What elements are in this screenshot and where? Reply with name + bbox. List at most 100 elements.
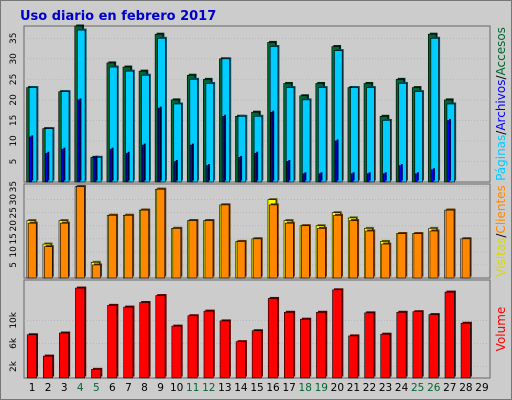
x-tick-label: 15	[250, 382, 263, 394]
top-panel-archivos-bar	[254, 152, 257, 183]
x-tick-label: 6	[109, 382, 116, 394]
bottom-panel-volumen-bar	[42, 355, 53, 379]
middle-panel-clientes-bar	[317, 228, 326, 279]
middle-panel-clientes-bar	[188, 220, 198, 279]
top-panel-archivos-bar-shadow	[208, 164, 210, 181]
top-panel-archivos-bar	[125, 152, 129, 183]
x-tick-label: 18	[299, 382, 312, 394]
bottom-panel-volumen-bar	[59, 332, 69, 379]
middle-panel-tick-label: 25	[9, 207, 19, 218]
top-panel-archivos-bar	[399, 165, 402, 183]
x-tick-label: 29	[475, 382, 488, 394]
legend-visitas: Visitas	[494, 238, 508, 277]
top-panel-archivos-bar-shadow	[175, 159, 178, 181]
x-tick-label: 11	[186, 382, 199, 394]
x-tick-label: 10	[170, 382, 183, 394]
x-tick-label: 24	[395, 382, 409, 394]
top-panel-archivos-bar	[174, 161, 177, 183]
bottom-panel-volumen-bar	[139, 302, 150, 379]
top-panel-tick-label: 15	[9, 115, 19, 126]
top-panel-archivos-bar	[447, 120, 450, 183]
top-panel-paginas-bar	[28, 87, 38, 183]
top-panel-archivos-bar-shadow	[304, 172, 307, 181]
top-panel-archivos-bar-shadow	[31, 135, 34, 181]
top-panel-archivos-bar-shadow	[240, 155, 243, 181]
middle-panel-clientes-bar	[76, 186, 85, 279]
top-panel-archivos-bar-shadow	[47, 151, 50, 181]
bottom-panel-volumen-bar	[332, 289, 343, 379]
top-panel-paginas-bar	[398, 83, 407, 183]
top-panel-archivos-bar-shadow	[224, 114, 227, 181]
top-panel-archivos-bar	[190, 144, 193, 183]
top-panel-archivos-bar-shadow	[111, 147, 114, 181]
x-tick-label: 1	[29, 382, 36, 394]
top-panel-paginas-bar	[414, 91, 423, 183]
top-panel-archivos-bar-shadow	[63, 147, 66, 181]
top-panel-archivos-bar	[366, 173, 370, 183]
bottom-panel-volumen-bar	[348, 335, 359, 379]
middle-panel-clientes-bar	[349, 220, 358, 279]
legend-paginas: Páginas	[494, 135, 508, 181]
middle-panel-legend: Visitas/Clientes	[494, 185, 508, 277]
bottom-panel-volumen-bar	[26, 334, 37, 379]
bottom-panel-volumen-bar	[396, 311, 407, 379]
top-panel-archivos-bar-shadow	[368, 172, 371, 181]
legend-archivos: Archivos	[494, 80, 508, 131]
middle-panel-clientes-bar	[268, 204, 278, 279]
x-tick-label: 12	[202, 382, 215, 394]
middle-panel-tick-label: 10	[9, 246, 19, 258]
top-panel-archivos-bar-shadow	[272, 110, 275, 181]
top-panel-tick-label: 10	[9, 135, 19, 147]
x-tick-label: 25	[411, 382, 424, 394]
top-panel-paginas-bar	[109, 66, 118, 183]
top-panel-archivos-bar-shadow	[352, 172, 355, 181]
middle-panel-tick-label: 35	[9, 181, 19, 192]
top-panel-paginas-bar	[141, 74, 150, 183]
x-tick-label: 26	[427, 382, 441, 394]
top-panel-archivos-bar	[270, 111, 274, 183]
top-panel-archivos-bar-shadow	[191, 143, 194, 181]
middle-panel-clientes-bar	[301, 225, 310, 279]
top-panel-archivos-bar	[318, 173, 322, 183]
top-panel-paginas-bar	[125, 70, 134, 183]
bottom-panel-legend: Volume	[494, 307, 508, 352]
bottom-panel-volumen-bar	[444, 291, 455, 379]
x-tick-label: 7	[125, 382, 132, 394]
middle-panel-clientes-bar	[43, 246, 53, 279]
top-panel-archivos-bar-shadow	[79, 98, 82, 181]
middle-panel-clientes-bar	[365, 230, 374, 279]
top-panel-archivos-bar	[222, 116, 225, 183]
x-tick-label: 13	[218, 382, 231, 394]
top-panel-archivos-bar	[141, 144, 145, 183]
top-panel-archivos-bar	[383, 173, 386, 183]
top-panel-archivos-bar	[45, 152, 49, 183]
middle-panel-clientes-bar	[252, 238, 262, 279]
bottom-panel-volumen-bar	[75, 287, 86, 379]
bottom-panel-volumen-bar	[203, 310, 214, 379]
top-panel-archivos-bar-shadow	[127, 151, 130, 181]
top-panel-paginas-bar	[302, 99, 311, 183]
x-tick-label: 14	[234, 382, 248, 394]
x-tick-label: 22	[363, 382, 376, 394]
top-panel-archivos-bar	[302, 173, 306, 183]
bottom-panel-volumen-bar	[219, 320, 230, 379]
middle-panel-clientes-bar	[445, 209, 455, 279]
x-tick-label: 5	[93, 382, 100, 394]
x-tick-label: 27	[443, 382, 456, 394]
middle-panel-tick-label: 30	[9, 194, 19, 206]
top-panel-archivos-bar	[206, 165, 209, 183]
top-panel-archivos-bar	[29, 136, 33, 183]
top-panel-paginas-bar	[350, 87, 359, 183]
bottom-panel-tick-label: 6k	[9, 337, 19, 349]
top-panel-archivos-bar-shadow	[95, 155, 98, 181]
top-panel-archivos-bar-shadow	[320, 172, 323, 181]
bottom-panel-volumen-bar	[107, 305, 118, 379]
middle-panel-clientes-bar	[461, 238, 471, 279]
middle-panel-clientes-bar	[284, 222, 294, 279]
top-panel-archivos-bar-shadow	[288, 159, 291, 181]
top-panel-archivos-bar	[93, 157, 97, 183]
bottom-panel-volumen-bar	[171, 325, 182, 379]
bottom-panel-volumen-bar	[316, 311, 327, 379]
top-panel-archivos-bar-shadow	[143, 143, 146, 181]
top-panel-archivos-bar	[334, 140, 338, 183]
